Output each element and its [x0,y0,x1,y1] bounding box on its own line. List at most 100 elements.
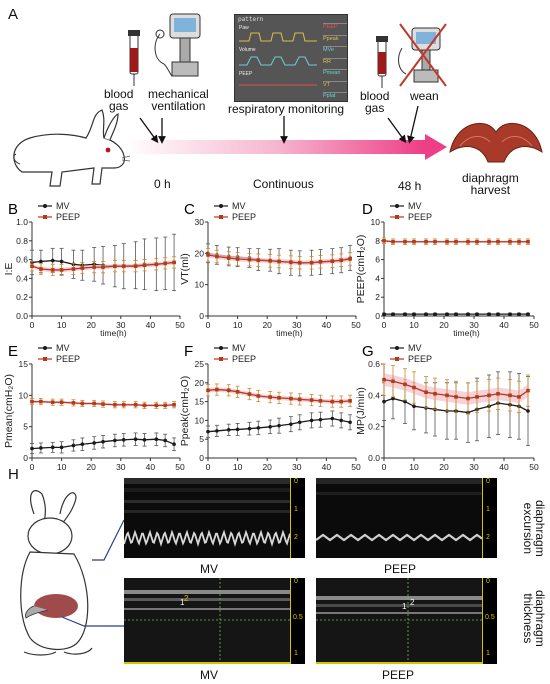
data-point-mv [526,312,530,316]
label-continuous: Continuous [253,177,314,191]
data-point-mv [59,259,64,264]
rabbit-sitting-illustration [20,490,93,656]
data-point-mv [59,445,64,450]
data-point-peep [391,239,395,244]
data-point-mv [348,420,352,425]
data-point-mv [403,399,407,404]
legend-label-mv: MV [56,201,70,211]
x-tick-label: 50 [351,462,361,470]
data-point-peep [121,264,126,268]
data-point-mv [433,312,437,316]
data-point-mv [163,438,167,443]
data-point-mv [235,427,240,432]
y-tick-label: 0 [23,453,28,463]
data-point-peep [277,259,281,264]
data-point-peep [403,239,407,244]
data-point-peep [289,396,293,401]
param-pplat: Pplat [323,92,347,104]
data-point-mv [247,426,252,431]
legend-marker-mv [43,346,47,350]
monitor-param-list: PEEP Ppeak MVe RR Pmean VT Pplat [323,23,347,104]
y-tick-label: 15 [195,397,205,407]
data-point-peep [433,391,437,396]
data-point-peep [206,388,210,393]
data-point-peep [101,265,105,269]
blood-tube-icon [128,30,140,86]
blood-tube-icon-2 [376,36,388,88]
data-point-peep [391,379,395,384]
data-point-peep [163,261,167,266]
caption-mv-bottom: MV [200,668,218,682]
data-point-peep [508,239,512,244]
data-point-peep [433,239,437,244]
data-point-peep [71,267,76,271]
data-point-peep [30,264,34,268]
scale-tick-1: 1 [486,650,490,657]
data-point-peep [330,399,335,404]
depth-scale-mv-bottom: 0 0.5 1 [290,578,305,664]
data-point-mv [412,312,416,316]
depth-scale-peep-bottom: 0 0.5 1 [482,578,497,664]
data-point-peep [92,401,96,406]
legend-label-mv: MV [232,201,246,211]
label-respiratory-monitoring: respiratory monitoring [228,102,345,116]
data-point-mv [487,312,491,316]
data-point-mv [445,312,449,316]
data-point-peep [142,263,147,268]
x-tick-label: 50 [175,320,185,330]
data-point-peep [466,396,470,401]
data-point-peep [382,377,386,382]
label-48h: 48 h [398,179,422,193]
x-tick-label: 20 [86,462,96,470]
data-point-peep [226,256,231,260]
scale-tick-0: 0 [486,578,490,585]
y-tick-label: 1.0 [16,217,28,227]
label-0h: 0 h [154,177,171,191]
param-peep: PEEP [323,23,347,35]
x-tick-label: 0 [382,462,387,470]
x-tick-label: 40 [499,320,509,330]
y-tick-label: 10 [19,390,29,400]
y-axis-label: VT(ml) [179,253,191,285]
data-point-peep [454,395,458,399]
data-point-mv [412,404,416,409]
y-tick-label: 0.8 [16,236,28,246]
x-tick-label: 0 [206,462,211,470]
x-tick-label: 40 [322,320,332,330]
data-point-mv [80,442,85,447]
panel-letter-f: F [184,343,193,360]
data-point-peep [101,402,105,406]
depth-scale-mv-top: 0 1 2 [290,478,305,558]
data-point-peep [39,399,43,404]
scale-tick-05: 0.5 [293,614,303,621]
scale-tick-05: 0.5 [485,614,495,621]
x-tick-label: 20 [439,320,449,330]
x-tick-label: 50 [529,462,539,470]
data-point-mv [172,442,176,447]
scale-tick-1: 1 [294,506,298,513]
legend-marker-peep [219,215,223,219]
data-point-peep [121,402,126,407]
data-point-mv [121,438,126,442]
y-tick-label: 0.0 [368,453,380,463]
data-point-mv [318,417,323,422]
x-tick-label: 30 [116,462,126,470]
data-point-peep [508,393,512,398]
data-point-peep [412,239,416,244]
data-point-mv [101,439,105,444]
x-axis-label: time(h) [276,328,303,338]
diaphragm-illustration [449,122,543,163]
y-tick-label: 0 [375,311,380,321]
y-tick-label: 10 [371,217,381,227]
legend-marker-peep [395,357,399,361]
data-point-peep [454,239,458,244]
legend-label-peep: PEEP [232,212,256,222]
marker-1: 1 [402,602,407,611]
data-point-mv [382,312,386,316]
x-tick-label: 10 [409,462,419,470]
x-tick-label: 0 [382,320,387,330]
data-point-mv [526,409,530,413]
x-tick-label: 30 [292,320,302,330]
y-tick-label: 0 [199,311,204,321]
data-point-peep [289,260,293,264]
